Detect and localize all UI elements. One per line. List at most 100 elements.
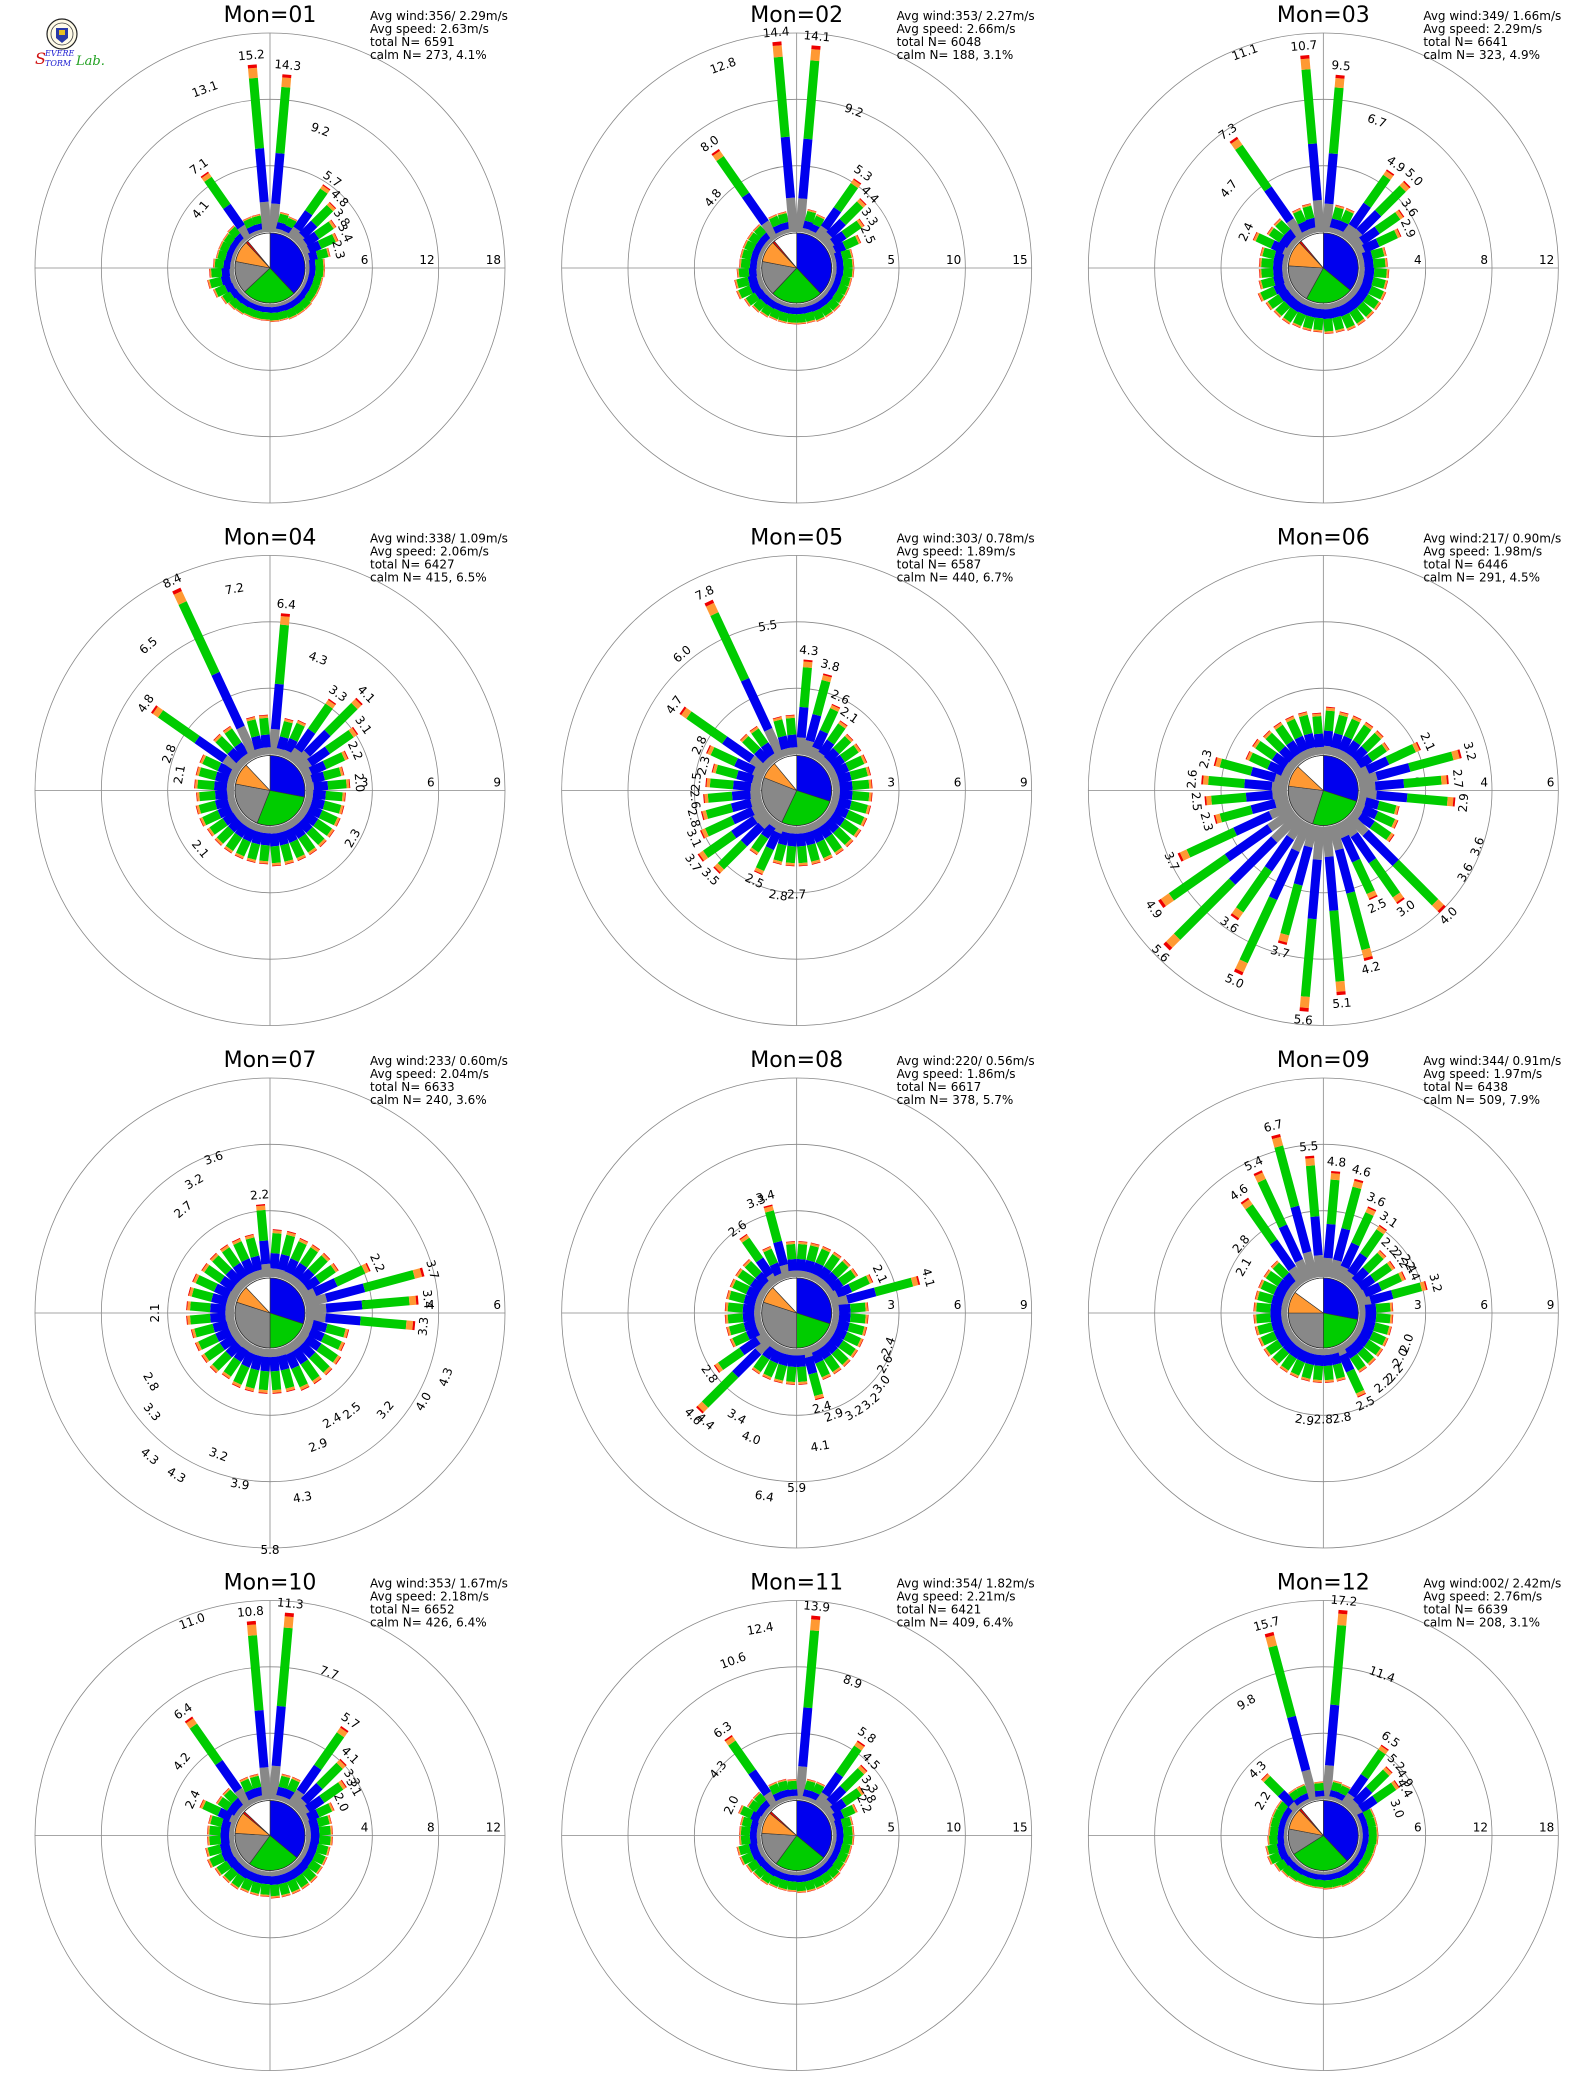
bar-segment xyxy=(697,853,705,862)
bar-segment xyxy=(1321,1257,1333,1278)
bar-segment xyxy=(280,616,290,626)
bar-segment xyxy=(1354,765,1370,780)
bar-segment xyxy=(1163,941,1173,951)
bar-segment xyxy=(233,1364,250,1385)
bar-segment xyxy=(324,702,358,737)
bar-segment xyxy=(234,232,246,244)
bar-segment xyxy=(1347,1773,1369,1798)
bar-segment xyxy=(823,1806,836,1819)
bar-segment xyxy=(740,822,765,847)
bar-value-label: 4.3 xyxy=(138,1445,162,1468)
bar-segment xyxy=(1274,795,1290,808)
bar-segment xyxy=(1357,1870,1366,1878)
bar-value-label: 10.6 xyxy=(718,1649,748,1671)
bar-segment xyxy=(230,238,241,250)
bar-segment xyxy=(757,1814,766,1825)
bar-segment xyxy=(1360,1749,1386,1780)
bar-segment xyxy=(740,677,773,732)
bar-segment xyxy=(728,1290,746,1304)
bar-segment xyxy=(300,1288,317,1302)
bar-segment xyxy=(1295,294,1307,305)
bar-value-label: 11.1 xyxy=(1230,41,1260,63)
bar-segment xyxy=(1345,1870,1358,1882)
bar-segment xyxy=(748,1769,772,1797)
bar-value-label: 3.2 xyxy=(1426,1272,1444,1294)
bar-segment xyxy=(294,292,306,304)
bar-segment xyxy=(726,1326,732,1336)
bar-value-label: 2.6 xyxy=(687,789,703,809)
bar-segment xyxy=(830,272,837,283)
bar-segment xyxy=(756,1290,766,1302)
bar-segment xyxy=(299,1383,310,1390)
bar-segment xyxy=(1256,1313,1272,1324)
stat-calm-n: calm N= 273, 4.1% xyxy=(370,48,487,62)
bar-value-label: 4.3 xyxy=(799,643,819,659)
bar-segment xyxy=(328,220,336,229)
bar-segment xyxy=(241,817,254,829)
stat-total-n: total N= 6446 xyxy=(1423,558,1508,572)
bar-segment xyxy=(281,298,291,306)
bar-segment xyxy=(1274,1863,1281,1872)
bar-segment xyxy=(760,303,774,317)
bar-segment xyxy=(1354,279,1363,290)
bar-segment xyxy=(751,728,769,748)
bar-segment xyxy=(769,1349,783,1364)
bar-segment xyxy=(1288,1788,1297,1795)
bar-segment xyxy=(1179,849,1191,861)
bar-segment xyxy=(254,304,265,313)
bar-segment xyxy=(1321,745,1332,756)
bar-segment xyxy=(291,1346,309,1365)
bar-segment xyxy=(726,1290,732,1300)
bar-segment xyxy=(214,797,230,810)
bar-segment xyxy=(209,818,228,835)
bar-segment xyxy=(281,1343,293,1356)
bar-segment xyxy=(1362,1808,1374,1821)
bar-segment xyxy=(825,833,843,853)
bar-segment xyxy=(1281,1870,1289,1878)
ring-label: 6 xyxy=(361,253,369,267)
bar-segment xyxy=(710,612,750,682)
bar-segment xyxy=(774,1272,786,1283)
bar-segment xyxy=(1275,219,1291,236)
stat-avg-speed: Avg speed: 2.29m/s xyxy=(1423,22,1542,36)
svg-text:S: S xyxy=(35,49,46,68)
bar-segment xyxy=(730,1278,737,1288)
bar-segment xyxy=(1250,799,1277,815)
bar-segment xyxy=(222,1371,231,1379)
bar-segment xyxy=(1293,845,1313,886)
bar-segment xyxy=(1331,206,1344,221)
bar-segment xyxy=(850,1268,858,1278)
bar-segment xyxy=(770,294,780,304)
range-ring xyxy=(100,1143,440,1483)
bar-segment xyxy=(1354,1814,1361,1825)
bar-segment xyxy=(788,307,798,315)
bar-segment xyxy=(742,735,761,755)
bar-segment xyxy=(1293,1865,1305,1875)
bar-segment xyxy=(296,720,306,727)
bar-segment xyxy=(786,197,799,233)
bar-segment xyxy=(245,1368,260,1389)
range-ring xyxy=(1154,621,1493,960)
bar-segment xyxy=(315,1843,329,1856)
bar-segment xyxy=(732,1331,750,1347)
bar-segment xyxy=(323,1252,331,1260)
bar-segment xyxy=(1363,259,1374,269)
bar-segment xyxy=(838,1863,846,1872)
bar-segment xyxy=(1269,1826,1279,1837)
bar-segment xyxy=(1307,746,1319,757)
bar-segment xyxy=(739,1336,761,1356)
bar-segment xyxy=(313,780,329,792)
bar-segment xyxy=(742,1303,755,1314)
bar-segment xyxy=(1328,746,1340,757)
bar-segment xyxy=(300,767,313,780)
bar-segment xyxy=(1367,1357,1376,1366)
bar-segment xyxy=(1293,209,1307,225)
bar-segment xyxy=(268,1765,281,1801)
bar-segment xyxy=(1336,1376,1346,1381)
bar-segment xyxy=(304,290,316,302)
range-ring xyxy=(693,1210,900,1416)
bar-segment xyxy=(1363,1861,1370,1870)
bar-segment xyxy=(836,1319,850,1332)
bar-segment xyxy=(1350,1876,1359,1883)
bar-segment xyxy=(285,1386,296,1392)
